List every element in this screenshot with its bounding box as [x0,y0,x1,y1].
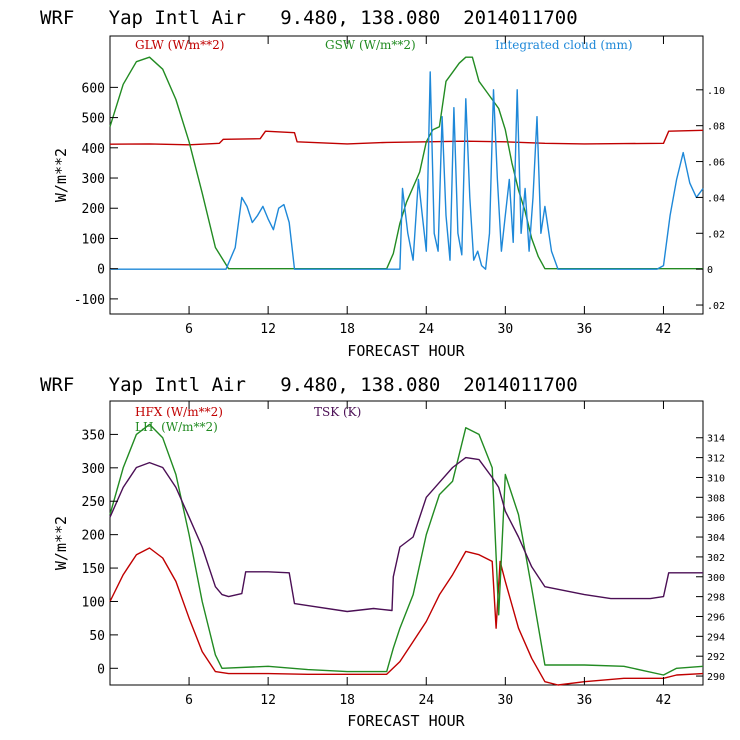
y2-tick-label: 308 [707,493,725,504]
series-line-1 [109,56,703,270]
legend-gsw: GSW (W/m**2) [325,38,416,52]
x-tick-label: 12 [260,693,276,708]
y2-tick-label: 298 [707,593,725,604]
y-tick-label: 100 [82,595,105,610]
x-tick-label: 30 [498,693,514,708]
y2-tick-label: 290 [707,672,725,683]
y2-tick-label: .08 [707,122,725,133]
y-tick-label: 200 [82,529,105,544]
y-tick-label: 200 [82,202,105,217]
bottom-x-ticks: 6 12 18 24 30 36 42 [185,401,671,708]
y-tick-label: 300 [82,462,105,477]
y-tick-label: 350 [82,428,105,443]
x-tick-label: 18 [339,693,355,708]
y2-tick-label: 292 [707,652,725,663]
series-line-2 [109,456,703,613]
y2-tick-label: 310 [707,473,725,484]
legend-hfx: HFX (W/m**2) [135,405,223,419]
x-tick-label: 24 [418,322,434,337]
bottom-y-axis-label: W/m**2 [52,516,70,570]
x-tick-label: 6 [185,693,193,708]
y2-tick-label: .06 [707,158,725,169]
y-tick-label: 0 [97,263,105,278]
y-tick-label: 250 [82,495,105,510]
x-tick-label: 30 [498,322,514,337]
top-x-axis-label: FORECAST HOUR [347,342,465,360]
top-plot-frame [109,35,704,315]
top-series-layer [109,56,704,270]
y2-tick-label: 312 [707,454,725,465]
top-y2-ticks: .02 0 .02 .04 .06 .08 .10 [696,86,725,312]
y-tick-label: 400 [82,142,105,157]
top-chart-title: WRF Yap Intl Air 9.480, 138.080 20140117… [40,7,578,29]
top-y-ticks: -100 0 100 200 300 400 500 600 [74,81,118,308]
bottom-plot-frame [109,400,704,686]
bottom-series-layer [109,423,704,686]
y-tick-label: 150 [82,562,105,577]
legend-integrated-cloud: Integrated cloud (mm) [495,38,633,52]
bottom-x-axis-label: FORECAST HOUR [347,712,465,730]
y2-tick-label: 294 [707,632,725,643]
x-tick-label: 18 [339,322,355,337]
y2-tick-label: 304 [707,533,725,544]
x-tick-label: 24 [418,693,434,708]
top-x-ticks: 6 12 18 24 30 36 42 [185,36,671,337]
y-tick-label: -100 [74,293,105,308]
legend-lh: LH (W/m**2) [135,420,218,434]
y-tick-label: 100 [82,232,105,247]
bottom-legend: HFX (W/m**2) LH (W/m**2) TSK (K) [135,405,361,434]
x-tick-label: 36 [577,693,593,708]
bottom-chart-title: WRF Yap Intl Air 9.480, 138.080 20140117… [40,374,578,396]
legend-glw: GLW (W/m**2) [135,38,224,52]
top-y-axis-label: W/m**2 [52,148,70,202]
series-line-0 [109,129,704,146]
y2-tick-label: 0 [707,265,713,276]
y2-tick-label: 300 [707,573,725,584]
y-tick-label: 0 [97,662,105,677]
bottom-y-ticks: 0 50 100 150 200 250 300 350 [82,428,118,677]
y2-tick-label: 296 [707,612,725,623]
y-tick-label: 50 [89,629,105,644]
bottom-chart: WRF Yap Intl Air 9.480, 138.080 20140117… [40,374,725,730]
x-tick-label: 36 [577,322,593,337]
y-tick-label: 600 [82,81,105,96]
x-tick-label: 6 [185,322,193,337]
x-tick-label: 42 [656,322,672,337]
y2-tick-label: .02 [707,301,725,312]
y-tick-label: 500 [82,112,105,127]
legend-tsk: TSK (K) [314,405,361,419]
series-line-0 [109,547,704,686]
x-tick-label: 42 [656,693,672,708]
y-tick-label: 300 [82,172,105,187]
y2-tick-label: 314 [707,434,725,445]
y2-tick-label: .04 [707,193,725,204]
y2-tick-label: .10 [707,86,725,97]
x-tick-label: 12 [260,322,276,337]
series-line-1 [109,423,704,676]
bottom-y2-ticks: 290 292 294 296 298 300 302 304 306 308 310 312 314 [696,434,725,683]
y2-tick-label: .02 [707,229,725,240]
series-line-2 [110,71,704,270]
top-chart: WRF Yap Intl Air 9.480, 138.080 20140117… [40,7,725,360]
y2-tick-label: 306 [707,513,725,524]
top-legend: GLW (W/m**2) GSW (W/m**2) Integrated clo… [135,38,633,52]
y2-tick-label: 302 [707,553,725,564]
